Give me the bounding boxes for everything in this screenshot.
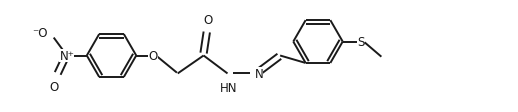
Text: S: S xyxy=(357,36,364,49)
Text: ⁻O: ⁻O xyxy=(32,27,48,40)
Text: N: N xyxy=(255,67,263,80)
Text: N⁺: N⁺ xyxy=(60,50,74,62)
Text: O: O xyxy=(148,50,157,62)
Text: HN: HN xyxy=(220,82,237,95)
Text: O: O xyxy=(203,13,212,26)
Text: O: O xyxy=(49,81,59,93)
